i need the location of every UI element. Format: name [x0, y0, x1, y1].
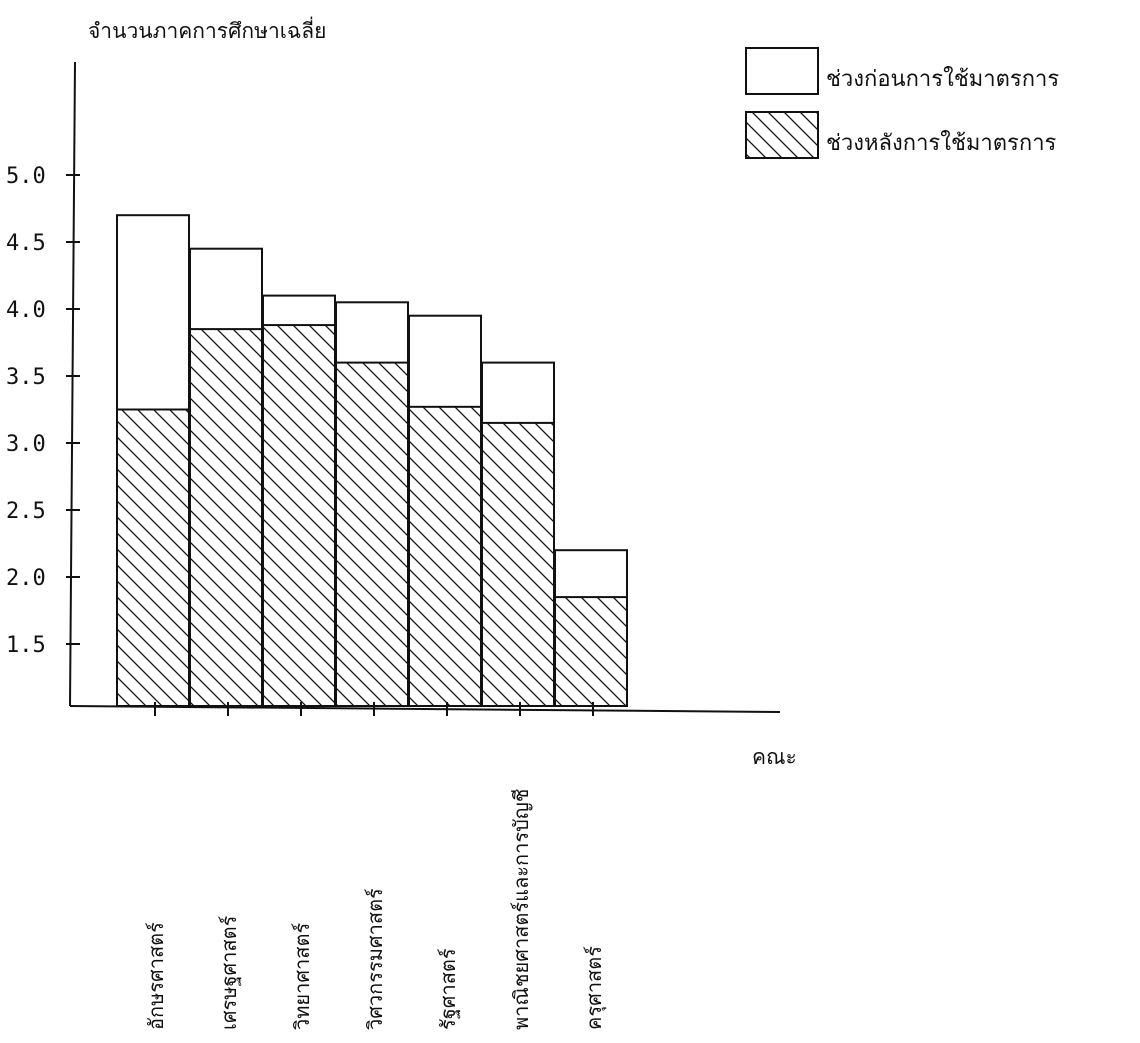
legend-item-before: ช่วงก่อนการใช้มาตรการ — [745, 47, 1059, 95]
y-tick-label-8: 5.0 — [6, 164, 46, 189]
y-tick-label-7: 4.5 — [6, 231, 46, 256]
ticks-group: 1.5 2.0 2.5 3.0 3.5 4.0 4.5 5.0 — [6, 164, 594, 716]
category-label-2: เศรษฐศาสตร์ — [217, 915, 241, 1030]
bar-after-3 — [262, 324, 336, 707]
x-axis-line — [69, 705, 781, 713]
bars-group — [116, 214, 628, 708]
legend: ช่วงก่อนการใช้มาตรการ ช่วงหลังการใช้มาตร… — [745, 47, 1059, 159]
y-axis-line — [69, 61, 76, 707]
x-axis-title: คณะ — [752, 745, 797, 769]
legend-swatch-after — [745, 111, 819, 159]
bar-after-6 — [481, 421, 555, 707]
legend-swatch-before — [745, 47, 819, 95]
y-tick-label-1: 1.5 — [6, 633, 46, 658]
category-label-6: พาณิชยศาสตร์และการบัญชี — [509, 789, 533, 1030]
y-axis-title: จำนวนภาคการศึกษาเฉลี่ย — [88, 16, 326, 43]
bar-after-1 — [116, 408, 190, 707]
category-label-7: ครุศาสตร์ — [582, 946, 607, 1030]
bar-after-4 — [335, 361, 409, 707]
y-tick-label-3: 2.5 — [6, 499, 46, 524]
y-tick-label-5: 3.5 — [6, 365, 46, 390]
legend-item-after: ช่วงหลังการใช้มาตรการ — [745, 111, 1057, 159]
y-tick-label-2: 2.0 — [6, 566, 46, 591]
category-labels: อักษรศาสตร์ เศรษฐศาสตร์ วิทยาศาสตร์ วิศวกรร… — [144, 789, 607, 1030]
category-label-5: รัฐศาสตร์ — [436, 948, 460, 1030]
bar-after-5 — [408, 405, 482, 707]
category-label-1: อักษรศาสตร์ — [144, 922, 168, 1030]
legend-label-after: ช่วงหลังการใช้มาตรการ — [826, 130, 1057, 156]
category-label-3: วิทยาศาสตร์ — [290, 923, 314, 1030]
y-tick-label-4: 3.0 — [6, 432, 46, 457]
legend-label-before: ช่วงก่อนการใช้มาตรการ — [826, 66, 1059, 92]
bar-after-2 — [189, 328, 263, 707]
bar-after-7 — [554, 596, 628, 707]
category-label-4: วิศวกรรมศาสตร์ — [363, 888, 387, 1030]
y-tick-label-6: 4.0 — [6, 298, 46, 323]
